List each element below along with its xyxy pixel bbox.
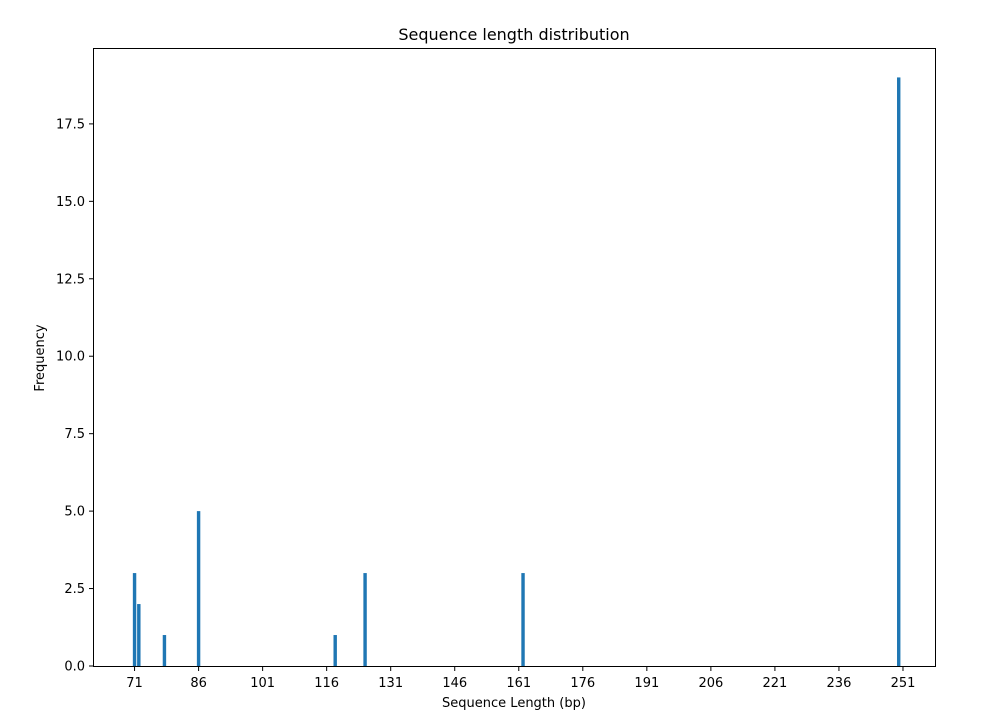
y-tick-label: 0.0 xyxy=(64,660,85,675)
y-tick-label: 17.5 xyxy=(56,117,85,132)
x-tick-label: 176 xyxy=(570,676,595,691)
x-tick-label: 86 xyxy=(190,676,207,691)
x-tick-label: 146 xyxy=(442,676,467,691)
bar-72 xyxy=(137,604,141,666)
y-tick-label: 7.5 xyxy=(64,427,85,442)
y-axis-ticks: 0.0 2.5 5.0 7.5 10.0 12.5 15.0 17.5 xyxy=(56,117,94,675)
bar-162 xyxy=(521,573,525,666)
bar-86 xyxy=(196,511,201,666)
chart-title: Sequence length distribution xyxy=(398,25,629,44)
bar-71 xyxy=(132,573,137,666)
y-tick-label: 2.5 xyxy=(64,582,85,597)
x-axis-label: Sequence Length (bp) xyxy=(442,696,586,711)
x-tick-label: 116 xyxy=(314,676,339,691)
y-tick-label: 15.0 xyxy=(56,195,85,210)
bar-250 xyxy=(897,77,901,666)
plot-frame xyxy=(93,48,936,667)
bar-125 xyxy=(363,573,367,666)
x-tick-label: 236 xyxy=(827,676,852,691)
x-tick-label: 101 xyxy=(250,676,275,691)
y-tick-label: 12.5 xyxy=(56,272,85,287)
x-tick-label: 221 xyxy=(762,676,787,691)
x-tick-label: 206 xyxy=(698,676,723,691)
y-axis-label: Frequency xyxy=(33,324,48,391)
bar-118 xyxy=(333,635,337,666)
bar-78 xyxy=(162,635,167,666)
y-tick-label: 5.0 xyxy=(64,505,85,520)
bars-group xyxy=(132,77,901,666)
x-tick-label: 191 xyxy=(634,676,659,691)
y-tick-label: 10.0 xyxy=(56,350,85,365)
x-tick-label: 251 xyxy=(891,676,916,691)
x-axis-ticks: 71 86 101 116 131 146 161 176 191 206 221 236 251 xyxy=(126,666,916,691)
x-tick-label: 131 xyxy=(378,676,403,691)
x-tick-label: 71 xyxy=(126,676,143,691)
x-tick-label: 161 xyxy=(506,676,531,691)
